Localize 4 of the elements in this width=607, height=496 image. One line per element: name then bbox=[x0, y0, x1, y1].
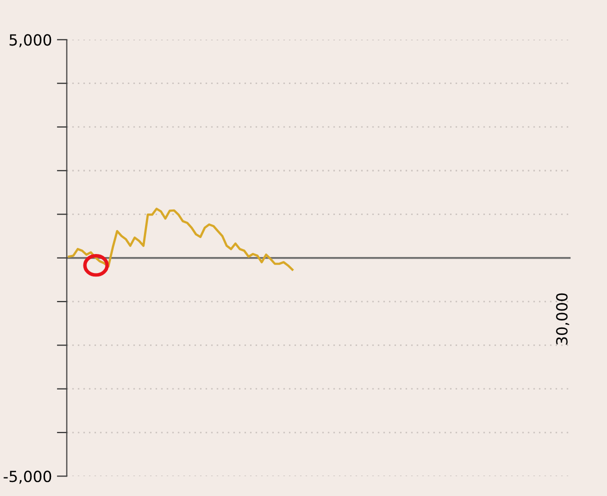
annotation: 30,000 bbox=[556, 293, 570, 345]
line-series bbox=[68, 208, 294, 271]
y-tick-label: 5,000 bbox=[10, 34, 52, 48]
y-tick-label: -5,000 bbox=[4, 470, 52, 484]
